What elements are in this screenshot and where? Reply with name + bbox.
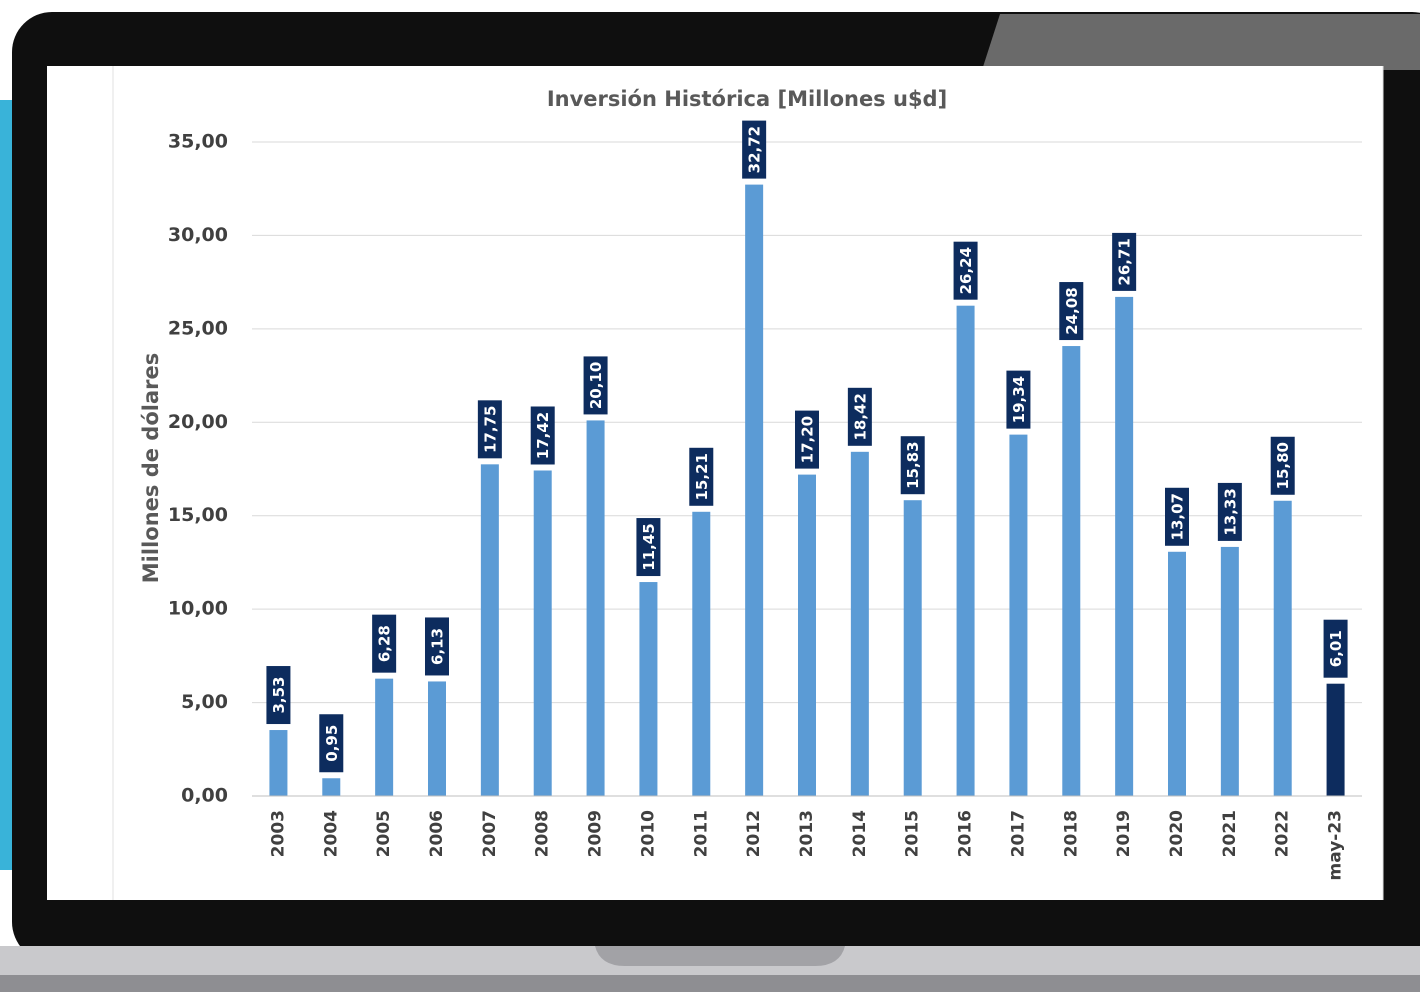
- value-label: 18,42: [851, 393, 869, 440]
- x-tick-label: 2003: [268, 810, 288, 857]
- bar: [1327, 684, 1345, 796]
- x-tick-label: 2006: [427, 810, 447, 857]
- x-tick-label: 2018: [1061, 810, 1081, 857]
- value-label: 17,75: [481, 406, 499, 453]
- bar: [957, 306, 975, 796]
- value-label: 13,33: [1221, 488, 1239, 535]
- value-label: 6,01: [1327, 630, 1345, 667]
- side-stripe: [0, 100, 14, 870]
- x-tick-label: 2016: [956, 810, 976, 857]
- y-tick-label: 0,00: [181, 785, 228, 807]
- reflection: [982, 14, 1420, 70]
- value-label: 0,95: [323, 725, 341, 762]
- x-tick-label: may-23: [1326, 810, 1346, 880]
- bar: [428, 681, 446, 796]
- x-tick-label: 2005: [374, 810, 394, 857]
- bar: [587, 420, 605, 796]
- value-label: 15,83: [904, 441, 922, 488]
- bar: [1009, 435, 1027, 796]
- bar: [1221, 547, 1239, 796]
- y-tick-label: 15,00: [168, 504, 228, 526]
- value-label: 17,42: [534, 412, 552, 459]
- x-tick-label: 2022: [1273, 810, 1293, 857]
- x-tick-label: 2013: [797, 810, 817, 857]
- bar: [481, 464, 499, 796]
- laptop-base-edge: [0, 975, 1420, 992]
- x-tick-label: 2017: [1008, 810, 1028, 857]
- value-label: 32,72: [746, 126, 764, 173]
- y-tick-label: 5,00: [181, 691, 228, 713]
- bar: [904, 500, 922, 796]
- bar: [1274, 501, 1292, 796]
- bar: [1115, 297, 1133, 796]
- x-tick-label: 2010: [638, 810, 658, 857]
- y-tick-label: 10,00: [168, 598, 228, 620]
- laptop-notch: [595, 946, 845, 966]
- y-tick-label: 25,00: [168, 317, 228, 339]
- y-axis-label: Millones de dólares: [139, 353, 163, 583]
- bar: [745, 185, 763, 796]
- bar: [1062, 346, 1080, 796]
- value-label: 24,08: [1063, 287, 1081, 334]
- value-label: 26,24: [957, 247, 975, 294]
- y-tick-label: 20,00: [168, 411, 228, 433]
- bar: [851, 452, 869, 796]
- value-label: 17,20: [799, 416, 817, 463]
- bar: [534, 470, 552, 796]
- value-label: 6,13: [429, 628, 447, 665]
- x-tick-label: 2004: [321, 810, 341, 857]
- x-tick-label: 2019: [1114, 810, 1134, 857]
- y-tick-label: 35,00: [168, 131, 228, 153]
- value-label: 11,45: [640, 523, 658, 570]
- page: Inversión Histórica [Millones u$d] Millo…: [0, 0, 1420, 992]
- x-tick-label: 2009: [586, 810, 606, 857]
- x-tick-label: 2020: [1167, 810, 1187, 857]
- y-tick-label: 30,00: [168, 224, 228, 246]
- chart-title: Inversión Histórica [Millones u$d]: [547, 87, 947, 111]
- value-label: 20,10: [587, 362, 605, 409]
- bar: [798, 475, 816, 796]
- value-label: 19,34: [1010, 376, 1028, 423]
- bar: [1168, 552, 1186, 796]
- x-tick-label: 2008: [533, 810, 553, 857]
- x-tick-label: 2012: [744, 810, 764, 857]
- x-tick-label: 2011: [691, 810, 711, 857]
- x-tick-label: 2015: [903, 810, 923, 857]
- value-label: 6,28: [376, 625, 394, 662]
- value-label: 15,21: [693, 453, 711, 500]
- x-tick-label: 2021: [1220, 810, 1240, 857]
- bar: [322, 778, 340, 796]
- value-label: 26,71: [1116, 238, 1134, 285]
- x-tick-label: 2007: [480, 810, 500, 857]
- bar: [269, 730, 287, 796]
- bar: [639, 582, 657, 796]
- x-tick-label: 2014: [850, 810, 870, 857]
- bar: [375, 679, 393, 796]
- value-label: 3,53: [270, 677, 288, 714]
- value-label: 13,07: [1169, 493, 1187, 540]
- bar: [692, 512, 710, 796]
- value-label: 15,80: [1274, 442, 1292, 489]
